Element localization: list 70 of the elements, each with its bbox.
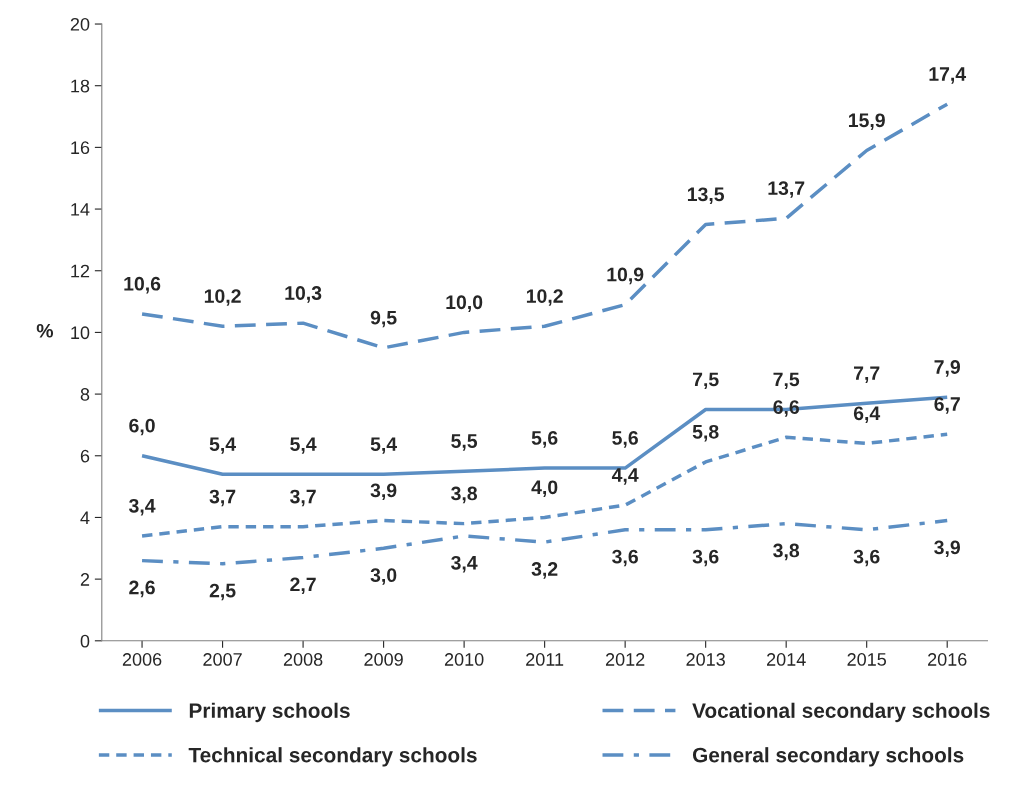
y-tick-label: 18 (71, 79, 90, 93)
data-label: 6,0 (129, 418, 155, 436)
data-label: 3,0 (370, 568, 397, 585)
y-tick-label: 6 (80, 449, 90, 463)
x-tick-label: 2016 (928, 653, 967, 666)
data-label: 2,6 (129, 580, 155, 598)
data-label: 9,5 (370, 310, 397, 328)
data-label: 17,4 (929, 67, 967, 84)
data-label: 3,9 (370, 483, 397, 501)
legend-label: General secondary schools (692, 747, 964, 767)
y-tick-label: 20 (70, 17, 90, 31)
y-tick-label: 0 (80, 634, 90, 648)
y-tick-label: 12 (71, 264, 90, 278)
data-label: 13,5 (687, 187, 725, 205)
x-tick-label: 2011 (526, 653, 564, 666)
x-tick-label: 2006 (122, 653, 162, 666)
data-label: 3,6 (692, 549, 719, 567)
data-label: 2,5 (209, 583, 236, 601)
legend-label: Technical secondary schools (188, 747, 477, 767)
x-tick-label: 2014 (767, 653, 806, 666)
data-label: 5,6 (531, 431, 558, 448)
data-label: 10,2 (526, 289, 563, 306)
data-label: 3,8 (451, 486, 478, 504)
data-label: 10,9 (607, 267, 644, 285)
data-label: 7,7 (854, 366, 880, 383)
data-label: 10,6 (124, 276, 161, 294)
data-label: 5,4 (370, 437, 398, 454)
data-label: 13,7 (768, 181, 805, 198)
data-label: 7,9 (934, 360, 960, 377)
x-tick-label: 2012 (605, 653, 645, 666)
data-label: 5,4 (209, 437, 236, 454)
data-label: 5,8 (692, 424, 719, 442)
x-tick-label: 2013 (686, 653, 725, 666)
data-label: 3,6 (612, 549, 638, 567)
data-label: 6,7 (934, 397, 960, 414)
data-label: 3,7 (290, 489, 316, 507)
y-tick-label: 16 (71, 141, 90, 155)
data-label: 10,2 (204, 289, 241, 306)
data-label: 7,5 (773, 372, 800, 390)
data-label: 10,3 (285, 286, 322, 303)
y-axis-title: % (36, 323, 54, 338)
data-label: 3,7 (209, 489, 236, 507)
data-label: 7,5 (692, 372, 719, 390)
data-label: 3,6 (853, 549, 880, 567)
data-label: 3,9 (934, 540, 960, 558)
legend-label: Primary schools (189, 702, 350, 723)
data-label: 6,4 (853, 406, 881, 423)
data-label: 5,5 (451, 434, 478, 451)
data-label: 3,8 (773, 543, 800, 561)
data-label: 4,0 (531, 480, 558, 497)
y-tick-label: 14 (71, 203, 90, 216)
y-tick-label: 10 (71, 326, 90, 340)
data-label: 5,4 (290, 437, 317, 454)
x-tick-label: 2009 (364, 653, 403, 666)
data-label: 5,6 (612, 431, 638, 448)
x-tick-label: 2008 (283, 653, 323, 666)
y-tick-label: 8 (80, 388, 90, 401)
data-label: 3,4 (451, 555, 478, 573)
y-tick-label: 2 (80, 573, 90, 586)
data-label: 3,4 (128, 498, 156, 516)
legend-label: Vocational secondary schools (692, 702, 990, 723)
data-label: 4,4 (611, 468, 639, 485)
data-label: 10,0 (446, 295, 483, 312)
data-label: 2,7 (290, 577, 316, 595)
x-tick-label: 2010 (444, 653, 484, 666)
y-tick-label: 4 (80, 511, 90, 524)
data-label: 3,2 (531, 562, 558, 579)
x-tick-label: 2007 (203, 653, 242, 666)
data-label: 15,9 (848, 113, 885, 130)
x-tick-label: 2015 (847, 653, 887, 666)
